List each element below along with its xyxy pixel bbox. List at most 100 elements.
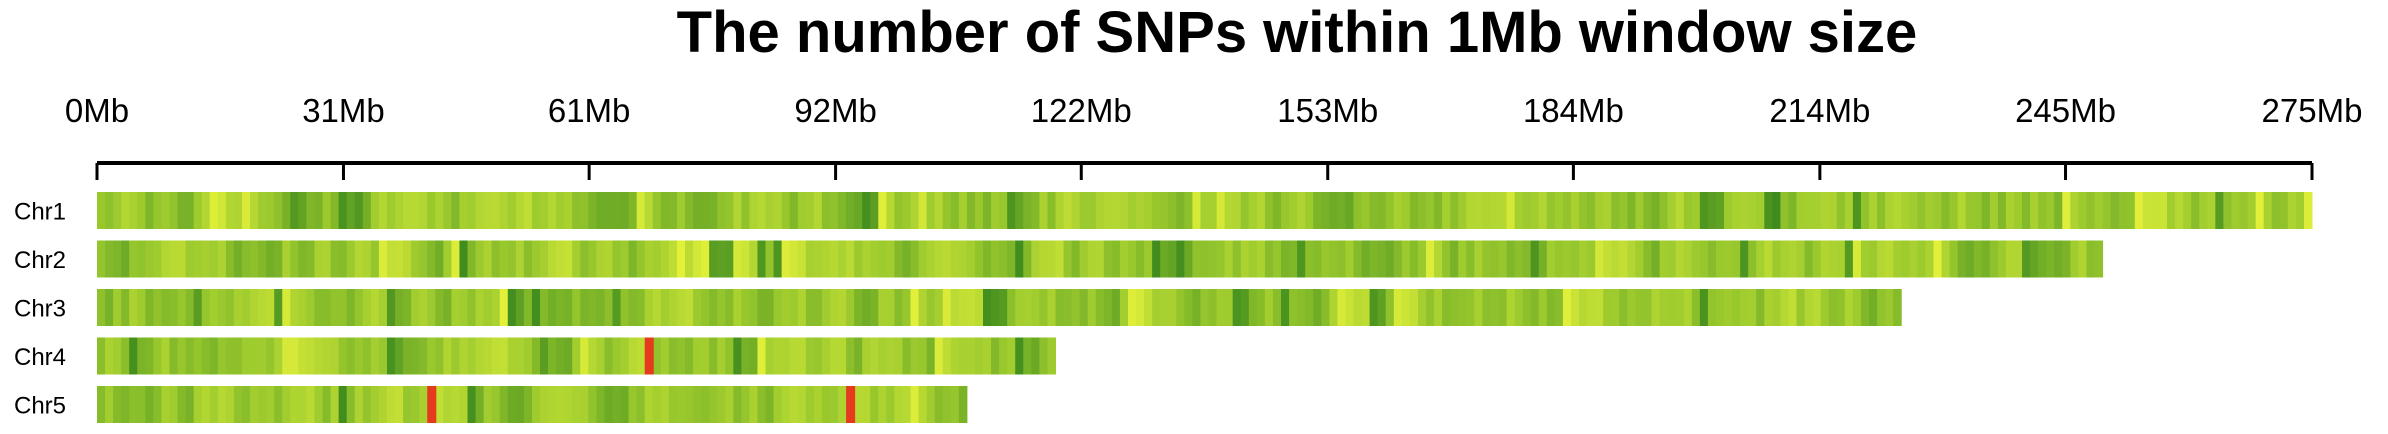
snp-window-cell [813, 192, 823, 229]
snp-window-cell [217, 337, 227, 375]
snp-window-cell [169, 386, 179, 423]
snp-window-cell [644, 386, 654, 423]
snp-window-cell [507, 337, 517, 375]
snp-window-cell [314, 240, 324, 278]
snp-window-cell [266, 289, 275, 326]
snp-window-cell [1627, 240, 1636, 278]
snp-window-cell [684, 289, 694, 326]
snp-window-cell [1796, 240, 1806, 278]
snp-window-cell [781, 337, 791, 375]
snp-window-cell [1659, 289, 1669, 326]
snp-window-cell [765, 192, 775, 229]
x-tick-label: 245Mb [2015, 92, 2116, 129]
snp-window-cell [193, 240, 203, 278]
snp-window-cell [209, 337, 219, 375]
snp-window-cell [2175, 192, 2184, 229]
snp-window-cell [1772, 289, 1781, 326]
snp-window-cell [1127, 289, 1137, 326]
snp-window-cell [781, 192, 791, 229]
snp-window-cell [1208, 240, 1218, 278]
snp-window-cell [427, 240, 436, 278]
snp-window-cell [829, 289, 839, 326]
snp-window-cell [805, 289, 815, 326]
snp-window-cell [419, 240, 428, 278]
snp-window-cell [290, 240, 299, 278]
snp-window-cell [1941, 240, 1951, 278]
snp-window-cell [378, 240, 388, 278]
snp-window-cell [1345, 289, 1355, 326]
snp-window-cell [1047, 289, 1056, 326]
snp-window-cell [1337, 240, 1346, 278]
snp-window-cell [741, 240, 750, 278]
chromosome-label: Chr2 [14, 247, 66, 274]
snp-window-cell [1474, 192, 1483, 229]
snp-window-cell [1780, 289, 1789, 326]
snp-window-cell [797, 289, 807, 326]
snp-window-cell [805, 386, 815, 423]
snp-window-cell [338, 192, 348, 229]
snp-window-cell [274, 192, 283, 229]
snp-window-cell [258, 240, 267, 278]
snp-window-cell [580, 386, 589, 423]
snp-window-cell [1329, 192, 1338, 229]
snp-window-cell [660, 240, 670, 278]
snp-window-cell [974, 289, 984, 326]
snp-window-cell [395, 337, 404, 375]
snp-window-cell [1812, 240, 1822, 278]
snp-window-cell [145, 289, 154, 326]
snp-window-cell [266, 386, 275, 423]
snp-window-cell [991, 337, 1000, 375]
snp-window-cell [145, 337, 154, 375]
snp-window-cell [757, 289, 767, 326]
snp-window-cell [1458, 289, 1467, 326]
snp-window-cell [1514, 240, 1524, 278]
snp-window-cell [2295, 192, 2305, 229]
snp-window-cell [105, 337, 114, 375]
snp-window-cell [741, 289, 750, 326]
snp-window-cell [459, 192, 469, 229]
snp-window-cell [2054, 192, 2063, 229]
snp-window-cell [1079, 192, 1089, 229]
snp-window-cell [652, 240, 662, 278]
snp-window-cell [491, 240, 501, 278]
snp-window-cell [2199, 192, 2208, 229]
snp-window-cell [1007, 240, 1016, 278]
snp-window-cell [1691, 192, 1701, 229]
snp-window-cell [2223, 192, 2232, 229]
snp-window-cell [1820, 240, 1830, 278]
snp-window-cell [1047, 337, 1056, 375]
snp-window-cell [596, 289, 605, 326]
snp-window-cell [290, 386, 299, 423]
snp-window-cell [773, 337, 783, 375]
snp-window-cell [1039, 337, 1048, 375]
snp-window-cell [1538, 192, 1548, 229]
snp-window-cell [258, 289, 267, 326]
snp-window-cell [612, 386, 622, 423]
snp-window-cell [451, 337, 460, 375]
snp-window-cell [1289, 289, 1298, 326]
snp-window-cell [668, 289, 678, 326]
snp-window-cell [1595, 240, 1604, 278]
snp-window-cell [1836, 289, 1846, 326]
snp-window-cell [386, 337, 396, 375]
snp-window-cell [427, 337, 436, 375]
snp-window-cell [330, 289, 340, 326]
snp-window-cell [838, 386, 847, 423]
snp-window-cell [749, 337, 758, 375]
snp-window-cell [1184, 192, 1193, 229]
snp-window-cell [1031, 240, 1040, 278]
snp-window-cell [1248, 289, 1258, 326]
snp-window-cell [1184, 289, 1193, 326]
snp-window-cell [1498, 240, 1508, 278]
snp-window-cell [2215, 192, 2224, 229]
snp-window-cell [926, 386, 936, 423]
snp-window-cell [604, 289, 613, 326]
snp-window-cell [1039, 240, 1048, 278]
chromosome-label: Chr3 [14, 296, 66, 323]
snp-window-cell [515, 337, 525, 375]
snp-window-cell [105, 289, 114, 326]
snp-window-cell [483, 240, 493, 278]
snp-window-cell [2078, 240, 2087, 278]
snp-window-cell [1844, 240, 1854, 278]
snp-window-cell [145, 386, 154, 423]
